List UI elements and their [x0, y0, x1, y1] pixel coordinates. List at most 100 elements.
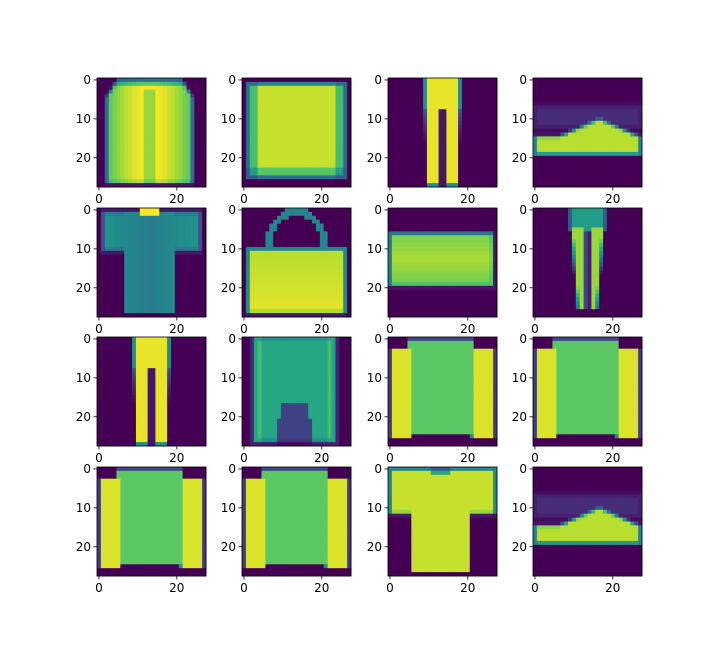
- heatmap-cell: [253, 151, 258, 157]
- heatmap-cell: [606, 97, 612, 102]
- heatmap-cell: [434, 148, 439, 153]
- heatmap-cell: [438, 208, 443, 213]
- heatmap-cell: [327, 171, 332, 176]
- heatmap-cell: [323, 227, 329, 232]
- heatmap-cell: [395, 179, 401, 184]
- heatmap-cell: [288, 289, 293, 295]
- heatmap-cell: [540, 148, 546, 153]
- heatmap-cell: [450, 128, 455, 133]
- heatmap-cell: [242, 93, 247, 98]
- heatmap-cell: [198, 231, 203, 236]
- heatmap-cell: [174, 250, 180, 256]
- heatmap-cell: [458, 179, 463, 184]
- heatmap-cell: [163, 128, 168, 133]
- heatmap-cell: [347, 208, 352, 213]
- heatmap-cell: [454, 136, 459, 141]
- heatmap-cell: [533, 85, 538, 91]
- heatmap-cell: [167, 128, 172, 133]
- heatmap-cell: [280, 183, 286, 188]
- heatmap-cell: [108, 179, 113, 184]
- heatmap-cell: [315, 85, 321, 91]
- heatmap-cell: [540, 113, 546, 118]
- heatmap-cell: [411, 223, 416, 228]
- heatmap-cell: [139, 128, 145, 133]
- heatmap-cell: [143, 120, 148, 126]
- heatmap-cell: [606, 155, 612, 161]
- heatmap-cell: [97, 151, 102, 157]
- heatmap-cell: [296, 246, 301, 252]
- heatmap-cell: [419, 179, 424, 184]
- heatmap-cell: [395, 132, 401, 137]
- heatmap-cell: [288, 250, 293, 256]
- heatmap-cell: [269, 239, 274, 244]
- heatmap-cell: [477, 105, 482, 110]
- heatmap-cell: [190, 223, 195, 228]
- heatmap-cell: [163, 278, 168, 283]
- heatmap-cell: [308, 231, 313, 236]
- heatmap-cell: [292, 297, 297, 302]
- heatmap-cell: [399, 231, 404, 236]
- heatmap-cell: [159, 258, 164, 263]
- heatmap-cell: [430, 227, 436, 232]
- heatmap-cell: [186, 293, 191, 298]
- heatmap-cell: [120, 97, 125, 102]
- heatmap-cell: [128, 231, 133, 236]
- heatmap-cell: [108, 105, 113, 110]
- heatmap-cell: [419, 128, 424, 133]
- heatmap-cell: [454, 227, 459, 232]
- heatmap-cell: [548, 78, 553, 83]
- heatmap-cell: [97, 313, 102, 318]
- heatmap-cell: [638, 132, 643, 137]
- heatmap-cell: [465, 159, 471, 165]
- heatmap-cell: [552, 136, 557, 141]
- heatmap-cell: [343, 89, 348, 94]
- heatmap-cell: [198, 285, 203, 291]
- heatmap-cell: [202, 289, 207, 295]
- heatmap-cell: [280, 208, 286, 213]
- heatmap-cell: [182, 281, 187, 287]
- heatmap-cell: [614, 89, 620, 94]
- heatmap-cell: [454, 81, 459, 87]
- heatmap-cell: [135, 313, 141, 318]
- heatmap-cell: [323, 258, 329, 263]
- heatmap-cell: [473, 148, 478, 153]
- heatmap-cell: [493, 175, 498, 180]
- heatmap-cell: [477, 171, 482, 176]
- heatmap-cell: [147, 285, 152, 291]
- heatmap-cell: [634, 109, 639, 114]
- heatmap-cell: [194, 231, 199, 236]
- heatmap-cell: [610, 116, 616, 122]
- heatmap-cell: [391, 167, 397, 172]
- heatmap-cell: [308, 235, 313, 240]
- heatmap-cell: [461, 211, 467, 217]
- heatmap-cell: [458, 155, 463, 161]
- heatmap-cell: [434, 167, 439, 172]
- heatmap-cell: [442, 97, 447, 102]
- heatmap-cell: [292, 293, 297, 298]
- heatmap-cell: [308, 243, 313, 248]
- heatmap-cell: [167, 171, 172, 176]
- heatmap-cell: [308, 132, 313, 137]
- heatmap-cell: [265, 262, 270, 267]
- heatmap-cell: [489, 223, 494, 228]
- heatmap-cell: [135, 159, 141, 165]
- heatmap-cell: [249, 227, 255, 232]
- heatmap-cell: [194, 151, 199, 157]
- heatmap-cell: [245, 155, 251, 161]
- heatmap-cell: [560, 120, 565, 126]
- heatmap-cell: [319, 235, 325, 240]
- heatmap-cell: [170, 246, 176, 252]
- heatmap-cell: [493, 231, 498, 236]
- heatmap-cell: [128, 239, 133, 244]
- heatmap-cell: [454, 179, 459, 184]
- heatmap-cell: [591, 171, 596, 176]
- heatmap-cell: [552, 78, 557, 83]
- heatmap-cell: [426, 120, 432, 126]
- heatmap-cell: [277, 219, 282, 224]
- heatmap-cell: [97, 183, 102, 188]
- heatmap-cell: [104, 223, 110, 228]
- heatmap-cell: [548, 128, 553, 133]
- heatmap-cell: [296, 171, 301, 176]
- heatmap-cell: [284, 301, 290, 306]
- heatmap-cell: [159, 313, 164, 318]
